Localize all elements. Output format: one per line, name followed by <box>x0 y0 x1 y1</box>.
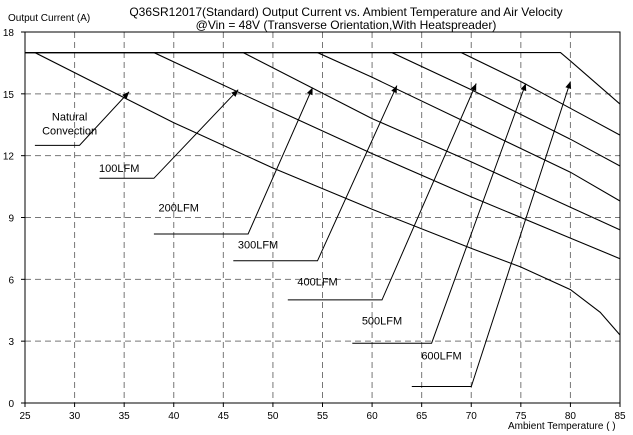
annotation-leader-4 <box>233 85 398 262</box>
x-tick-label: 65 <box>416 411 428 422</box>
x-tick-label: 60 <box>367 411 379 422</box>
annotation-leader-3 <box>153 87 314 235</box>
x-tick-label: 35 <box>119 411 131 422</box>
chart-title-line2: @Vin = 48V (Transverse Orientation,With … <box>196 18 497 32</box>
series-line-5 <box>25 52 621 167</box>
x-tick-label: 30 <box>69 411 81 422</box>
annotation-arrowhead-1 <box>122 91 130 99</box>
x-tick-label: 70 <box>466 411 478 422</box>
series-line-7 <box>25 52 621 105</box>
annotation-label-2: 100LFM <box>99 163 139 175</box>
annotation-label-7: 600LFM <box>421 351 461 363</box>
series-annotations: Natural Convection 100LFM 200LFM 300LFM 400LF… <box>34 81 572 387</box>
x-tick-label: 45 <box>218 411 230 422</box>
annotation-leader-2 <box>99 89 239 179</box>
annotation-arrowhead-2 <box>231 89 239 97</box>
annotation-arrowhead-5 <box>470 83 477 92</box>
x-tick-label: 40 <box>168 411 180 422</box>
y-tick-label: 12 <box>3 152 15 163</box>
y-tick-label: 3 <box>8 337 14 348</box>
y-tick-label: 15 <box>3 90 15 101</box>
x-tick-label: 75 <box>515 411 527 422</box>
annotation-leader-6 <box>352 83 527 344</box>
y-axis-label: Output Current (A) <box>8 13 90 24</box>
x-tick-label: 50 <box>267 411 279 422</box>
annotation-arrowhead-6 <box>520 83 527 92</box>
annotation-label-4: 300LFM <box>238 239 278 251</box>
x-axis-label: Ambient Temperature ( ) <box>508 421 616 432</box>
annotation-label-5: 400LFM <box>297 277 337 289</box>
grid <box>25 32 620 403</box>
annotation-label-6: 500LFM <box>362 316 402 328</box>
axes <box>21 31 621 407</box>
y-tick-label: 18 <box>3 28 15 39</box>
x-tick-label: 55 <box>317 411 329 422</box>
chart-title-line1: Q36SR12017(Standard) Output Current vs. … <box>129 5 562 19</box>
annotation-arrowhead-4 <box>391 85 397 94</box>
tick-labels: 25 30 35 40 45 50 55 60 65 70 75 80 85 0 3 6 9 12 15 18 <box>3 28 626 422</box>
y-tick-label: 6 <box>8 275 14 286</box>
y-tick-label: 0 <box>8 399 14 410</box>
annotation-arrowhead-7 <box>565 81 572 90</box>
x-tick-label: 25 <box>19 411 31 422</box>
series-line-1 <box>25 52 621 336</box>
x-tick-label: 80 <box>565 411 577 422</box>
series-lines <box>25 52 621 336</box>
annotation-leader-1 <box>34 91 130 146</box>
annotation-arrowhead-3 <box>307 87 313 96</box>
annotation-leader-5 <box>287 83 477 301</box>
x-tick-label: 85 <box>614 411 626 422</box>
annotation-leader-7 <box>411 81 571 387</box>
y-tick-label: 9 <box>8 214 14 225</box>
annotation-label-3: 200LFM <box>159 202 199 214</box>
annotation-label-1: Natural Convection <box>42 112 97 138</box>
